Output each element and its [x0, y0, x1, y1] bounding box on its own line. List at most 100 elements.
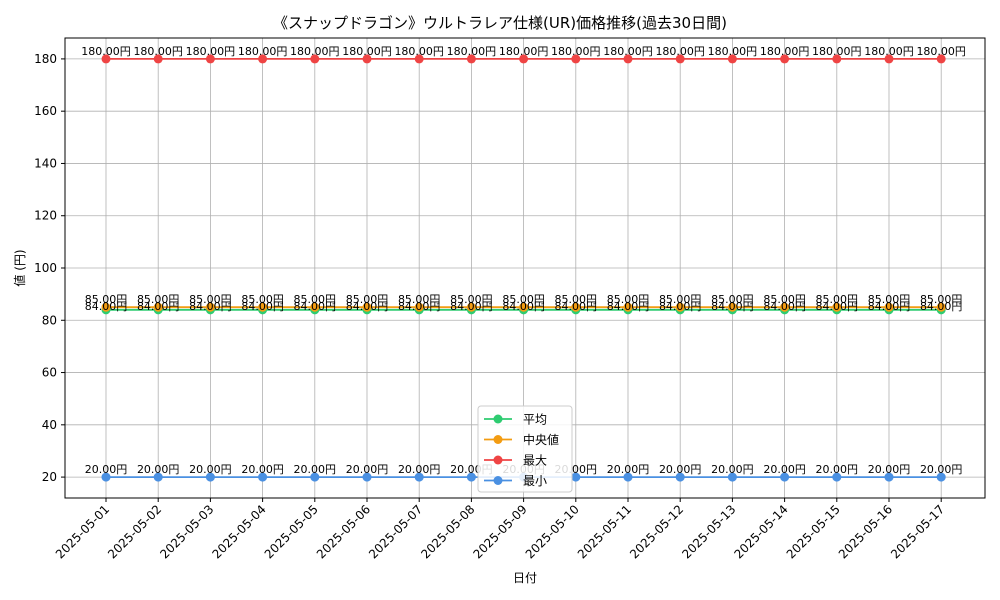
data-label: 20.00円 [137, 463, 180, 476]
data-label: 180.00円 [290, 45, 340, 58]
data-point [623, 54, 633, 64]
x-tick-label: 2025-05-14 [732, 502, 791, 561]
data-label: 20.00円 [607, 463, 650, 476]
legend-entry: 中央値 [523, 432, 559, 447]
x-tick-label: 2025-05-12 [627, 502, 686, 561]
data-point [362, 302, 372, 312]
data-point [936, 302, 946, 312]
data-label: 180.00円 [760, 45, 810, 58]
data-label: 180.00円 [238, 45, 288, 58]
data-label: 180.00円 [812, 45, 862, 58]
data-label: 85.00円 [346, 293, 389, 306]
data-point [571, 302, 581, 312]
data-point [936, 54, 946, 64]
x-tick-label: 2025-05-09 [471, 502, 530, 561]
y-tick-label: 20 [42, 470, 57, 484]
data-label: 85.00円 [398, 293, 441, 306]
data-label: 180.00円 [603, 45, 653, 58]
data-point [414, 302, 424, 312]
data-point [362, 472, 372, 482]
data-point [205, 54, 215, 64]
data-label: 84.00円 [450, 300, 493, 313]
data-point [205, 302, 215, 312]
data-point [258, 302, 268, 312]
data-point [675, 54, 685, 64]
data-label: 84.00円 [189, 300, 232, 313]
data-label: 20.00円 [711, 463, 754, 476]
legend-box [477, 405, 573, 493]
data-label: 20.00円 [920, 463, 963, 476]
data-point [153, 302, 163, 312]
data-point [884, 302, 894, 312]
data-point [310, 54, 320, 64]
data-point [466, 54, 476, 64]
data-label: 85.00円 [763, 293, 806, 306]
data-point [780, 472, 790, 482]
data-point [310, 472, 320, 482]
data-label: 20.00円 [294, 463, 337, 476]
data-point [258, 472, 268, 482]
x-tick-label: 2025-05-04 [210, 502, 269, 561]
data-label: 180.00円 [655, 45, 705, 58]
data-label: 20.00円 [659, 463, 702, 476]
x-tick-label: 2025-05-08 [418, 502, 477, 561]
y-tick-label: 60 [42, 366, 57, 380]
x-axis: 2025-05-012025-05-022025-05-032025-05-04… [53, 498, 947, 561]
data-label: 180.00円 [916, 45, 966, 58]
data-point [780, 302, 790, 312]
chart-title: 《スナップドラゴン》ウルトラレア仕様(UR)価格推移(過去30日間) [273, 14, 727, 32]
x-tick-label: 2025-05-10 [523, 502, 582, 561]
data-label: 20.00円 [816, 463, 859, 476]
data-label: 180.00円 [394, 45, 444, 58]
data-label: 85.00円 [502, 293, 545, 306]
data-point [519, 302, 529, 312]
data-label: 84.00円 [816, 300, 859, 313]
data-point [362, 54, 372, 64]
x-axis-label: 日付 [513, 571, 537, 585]
y-axis-label: 値 (円) [12, 249, 27, 286]
data-label: 85.00円 [450, 293, 493, 306]
data-label: 84.00円 [294, 300, 337, 313]
data-label: 180.00円 [708, 45, 758, 58]
data-point [675, 302, 685, 312]
data-label: 180.00円 [342, 45, 392, 58]
data-label: 20.00円 [346, 463, 389, 476]
data-label: 20.00円 [241, 463, 284, 476]
data-label: 84.00円 [85, 300, 128, 313]
data-point [832, 54, 842, 64]
data-point [466, 472, 476, 482]
data-point [832, 302, 842, 312]
legend-marker [493, 455, 503, 465]
data-label: 84.00円 [659, 300, 702, 313]
legend-marker [493, 435, 503, 444]
data-label: 85.00円 [607, 293, 650, 306]
data-label: 85.00円 [85, 293, 128, 306]
data-point [258, 54, 268, 64]
data-label: 85.00円 [555, 293, 598, 306]
data-label: 84.00円 [502, 300, 545, 313]
data-label: 84.00円 [346, 300, 389, 313]
x-tick-label: 2025-05-11 [575, 502, 634, 561]
data-label: 84.00円 [868, 300, 911, 313]
data-label: 180.00円 [499, 45, 549, 58]
data-point [101, 54, 111, 64]
data-point [727, 302, 737, 312]
data-label: 180.00円 [864, 45, 914, 58]
data-label: 84.00円 [763, 300, 806, 313]
legend-entry: 最小 [523, 474, 547, 488]
data-point [884, 54, 894, 64]
data-point [727, 54, 737, 64]
data-label: 84.00円 [607, 300, 650, 313]
data-point [466, 302, 476, 312]
data-label: 180.00円 [551, 45, 601, 58]
data-label: 20.00円 [868, 463, 911, 476]
data-label: 85.00円 [189, 293, 232, 306]
data-label: 85.00円 [659, 293, 702, 306]
data-label: 84.00円 [241, 300, 284, 313]
x-tick-label: 2025-05-13 [679, 502, 738, 561]
x-tick-label: 2025-05-06 [314, 502, 373, 561]
data-point [414, 54, 424, 64]
data-point [675, 472, 685, 482]
data-label: 85.00円 [137, 293, 180, 306]
